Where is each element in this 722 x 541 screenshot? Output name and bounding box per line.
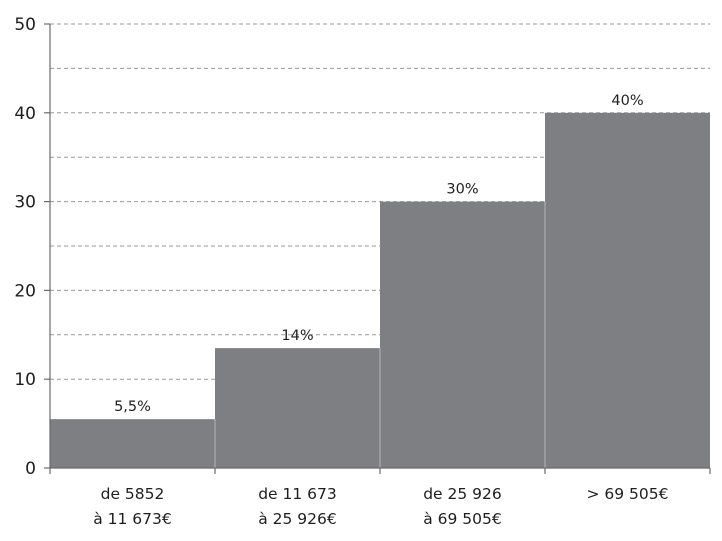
data-label-1: 5,5% xyxy=(114,399,151,415)
y-tick-label-40: 40 xyxy=(14,104,36,124)
y-tick-label-50: 50 xyxy=(14,15,36,35)
category-label-3-line-1: de 25 926 xyxy=(423,485,502,503)
y-tick-label-0: 0 xyxy=(25,459,36,479)
y-tick-label-20: 20 xyxy=(14,281,36,301)
category-labels: de 5852 à 11 673€ de 11 673 à 25 926€ de 25 … xyxy=(93,485,668,528)
category-label-1-line-2: à 11 673€ xyxy=(93,510,172,528)
y-tick-labels: 0 10 20 30 40 50 xyxy=(14,15,36,479)
category-label-1-line-1: de 5852 xyxy=(101,485,165,503)
bar-3 xyxy=(380,201,545,468)
category-label-4-line-1: > 69 505€ xyxy=(586,485,668,503)
y-tick-label-30: 30 xyxy=(14,193,36,213)
category-label-3-line-2: à 69 505€ xyxy=(423,510,502,528)
data-label-3: 30% xyxy=(446,182,478,198)
data-label-2: 14% xyxy=(281,328,313,344)
category-label-2-line-1: de 11 673 xyxy=(258,485,337,503)
data-labels: 5,5% 14% 30% 40% xyxy=(114,93,644,415)
category-label-2-line-2: à 25 926€ xyxy=(258,510,337,528)
y-tick-label-10: 10 xyxy=(14,370,36,390)
bars xyxy=(50,112,710,469)
data-label-4: 40% xyxy=(611,93,643,109)
axes xyxy=(44,23,711,474)
bar-4 xyxy=(545,112,710,469)
bar-2 xyxy=(215,348,380,468)
bar-1 xyxy=(50,419,215,468)
